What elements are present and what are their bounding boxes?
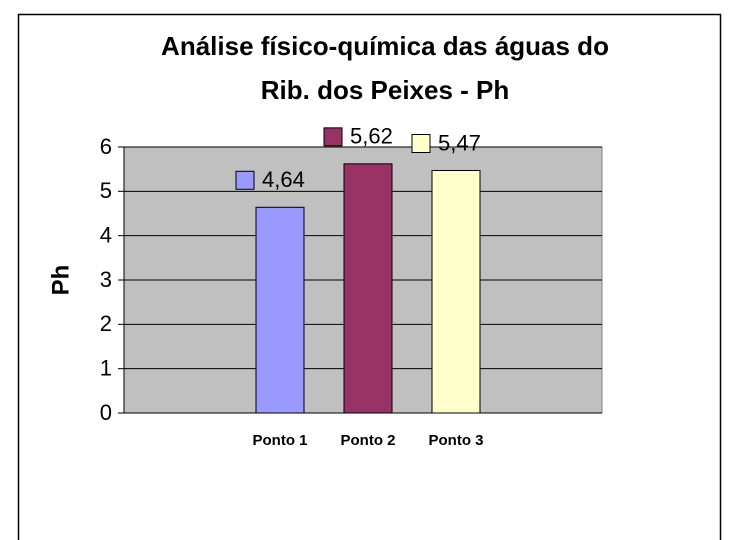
data-label: 5,62 <box>350 124 393 149</box>
y-axis-label: Ph <box>47 265 74 296</box>
y-tick-label: 4 <box>100 222 112 247</box>
y-tick-label: 5 <box>100 178 112 203</box>
bar <box>343 163 393 414</box>
label-key <box>323 127 343 147</box>
data-label: 5,47 <box>438 130 481 155</box>
y-tick-label: 2 <box>100 311 112 336</box>
label-key <box>411 133 431 153</box>
data-label: 4,64 <box>262 167 305 192</box>
y-tick-label: 6 <box>100 134 112 159</box>
x-tick-label: Ponto 1 <box>253 432 308 449</box>
x-tick-label: Ponto 3 <box>429 432 484 449</box>
bar <box>431 169 481 414</box>
x-tick-label: Ponto 2 <box>341 432 396 449</box>
y-tick-label: 0 <box>100 400 112 425</box>
chart-title: Análise físico-química das águas do <box>161 31 609 61</box>
y-tick-label: 3 <box>100 267 112 292</box>
label-key <box>235 170 255 190</box>
y-tick-label: 1 <box>100 355 112 380</box>
chart-title: Rib. dos Peixes - Ph <box>261 75 510 105</box>
bar <box>255 206 305 414</box>
